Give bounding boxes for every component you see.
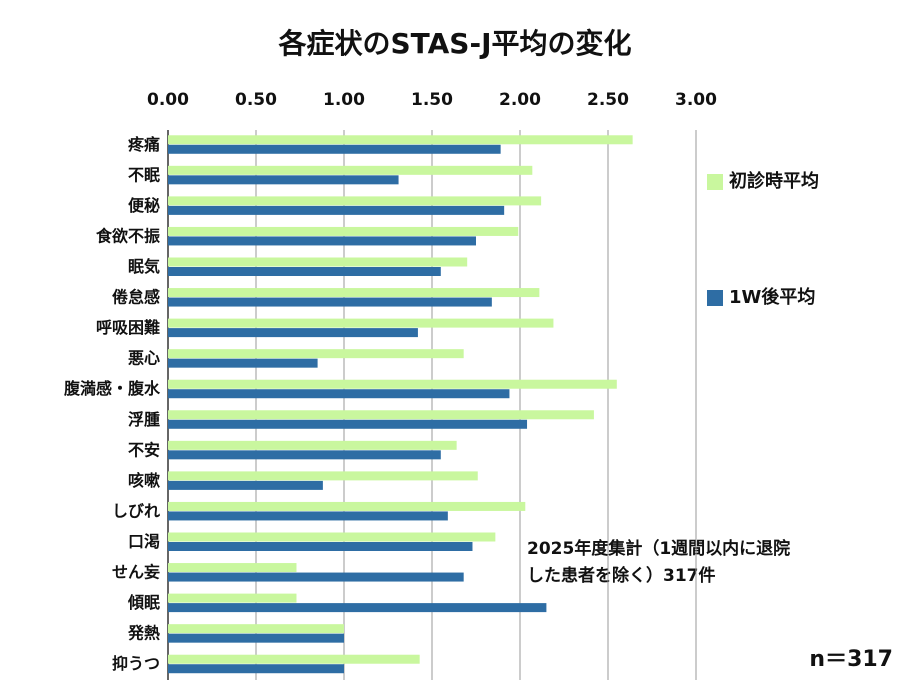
x-tick-label: 1.00 [323, 90, 365, 110]
x-tick-label: 0.00 [147, 90, 189, 110]
y-tick-label: 疼痛 [128, 135, 160, 154]
bar [168, 267, 441, 276]
annotation: 2025年度集計（1週間以内に退院 [527, 538, 790, 559]
y-tick-label: 口渇 [128, 532, 160, 551]
y-tick-label: しびれ [112, 501, 160, 520]
legend-swatch [707, 174, 723, 190]
bar [168, 144, 501, 154]
bar [168, 257, 468, 267]
y-tick-label: 便秘 [128, 196, 160, 215]
bar [168, 440, 457, 450]
bar [168, 654, 420, 664]
bar [168, 318, 554, 328]
bar [168, 480, 323, 490]
bar [168, 358, 318, 368]
annotation: した患者を除く）317件 [527, 565, 716, 586]
bar [168, 633, 344, 643]
y-tick-label: 眠気 [128, 257, 160, 276]
bar [168, 175, 399, 185]
bar [168, 419, 528, 429]
bar [168, 328, 418, 338]
legend-label: 初診時平均 [729, 170, 819, 192]
bar [168, 410, 594, 420]
bar [168, 205, 505, 215]
bar [168, 135, 633, 145]
bar [168, 532, 496, 542]
x-tick-label: 1.50 [411, 90, 453, 110]
bar [168, 511, 448, 521]
legend-swatch [707, 290, 723, 306]
x-tick-label: 2.00 [499, 90, 541, 110]
bar [168, 389, 510, 399]
y-tick-label: 不安 [128, 440, 160, 459]
bar [168, 593, 297, 603]
bar [168, 603, 547, 613]
bar [168, 563, 297, 573]
bar [168, 379, 617, 389]
bar [168, 664, 344, 674]
y-tick-label: 倦怠感 [112, 288, 160, 307]
y-tick-label: 不眠 [128, 165, 160, 184]
bar [168, 542, 473, 551]
bar [168, 288, 540, 298]
y-tick-label: 抑うつ [112, 654, 160, 673]
bar [168, 624, 344, 634]
y-tick-label: 腹満感・腹水 [64, 379, 161, 398]
bar [168, 165, 533, 175]
bar [168, 572, 464, 582]
sample-size: n＝317 [809, 647, 893, 672]
bar [168, 226, 519, 236]
x-tick-label: 3.00 [675, 90, 717, 110]
y-tick-label: 浮腫 [128, 410, 160, 429]
y-tick-label: せん妄 [112, 563, 160, 582]
y-tick-label: 傾眠 [127, 593, 160, 612]
y-tick-label: 悪心 [128, 349, 160, 368]
y-tick-label: 呼吸困難 [96, 318, 160, 337]
y-tick-label: 咳嗽 [128, 471, 160, 490]
bar [168, 349, 464, 359]
bar [168, 236, 476, 246]
legend-label: 1W後平均 [729, 286, 815, 308]
x-tick-label: 2.50 [587, 90, 629, 110]
bar [168, 471, 478, 481]
y-tick-label: 食欲不振 [95, 226, 160, 245]
chart-title: 各症状のSTAS-J平均の変化 [278, 27, 632, 60]
x-tick-label: 0.50 [235, 90, 277, 110]
bar [168, 450, 441, 460]
bar [168, 501, 526, 511]
bar [168, 297, 492, 307]
bar [168, 196, 542, 206]
y-tick-label: 発熱 [127, 624, 160, 643]
